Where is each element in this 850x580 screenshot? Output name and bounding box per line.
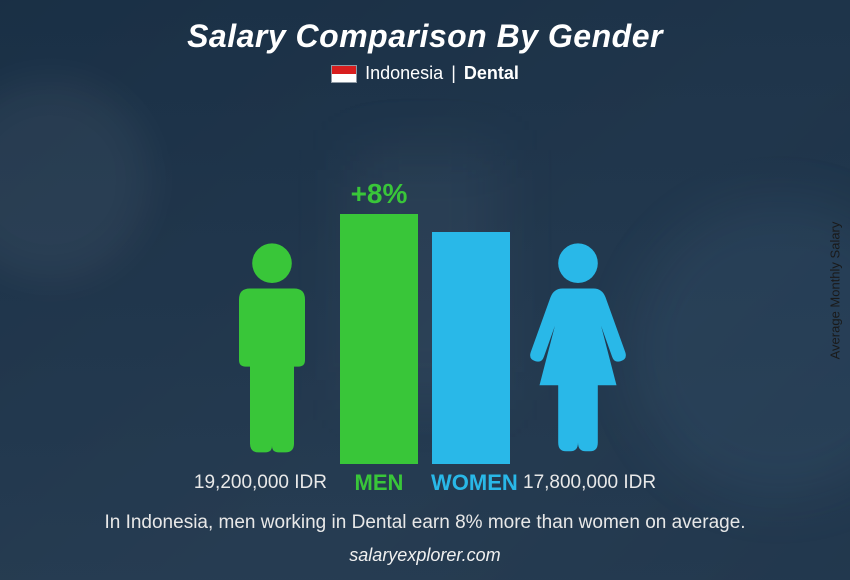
female-bar: [432, 232, 510, 464]
country-label: Indonesia: [365, 63, 443, 84]
female-figure: [523, 234, 633, 464]
footer-source: salaryexplorer.com: [0, 545, 850, 566]
indonesia-flag-icon: [331, 65, 357, 83]
female-bar-column: [431, 232, 511, 464]
male-figure: [217, 234, 327, 464]
labels-row: 19,200,000 IDR MEN WOMEN 17,800,000 IDR: [75, 470, 775, 496]
male-salary-value: 19,200,000 IDR: [177, 472, 327, 494]
male-gender-label: MEN: [339, 470, 419, 496]
female-gender-label: WOMEN: [431, 470, 511, 496]
y-axis-label: Average Monthly Salary: [828, 221, 843, 359]
page-title: Salary Comparison By Gender: [0, 0, 850, 55]
male-bar: [340, 214, 418, 464]
man-icon: [217, 234, 327, 464]
chart-area: +8%: [75, 104, 775, 464]
flag-bottom-stripe: [332, 74, 356, 82]
percent-difference-label: +8%: [351, 178, 408, 210]
woman-icon: [523, 234, 633, 464]
caption-text: In Indonesia, men working in Dental earn…: [65, 510, 785, 537]
female-salary-value: 17,800,000 IDR: [523, 472, 673, 494]
male-bar-column: +8%: [339, 178, 419, 464]
subtitle-separator: |: [451, 63, 456, 84]
flag-top-stripe: [332, 66, 356, 74]
subtitle-row: Indonesia | Dental: [0, 63, 850, 84]
profession-label: Dental: [464, 63, 519, 84]
y-axis-label-wrap: Average Monthly Salary: [820, 0, 850, 580]
